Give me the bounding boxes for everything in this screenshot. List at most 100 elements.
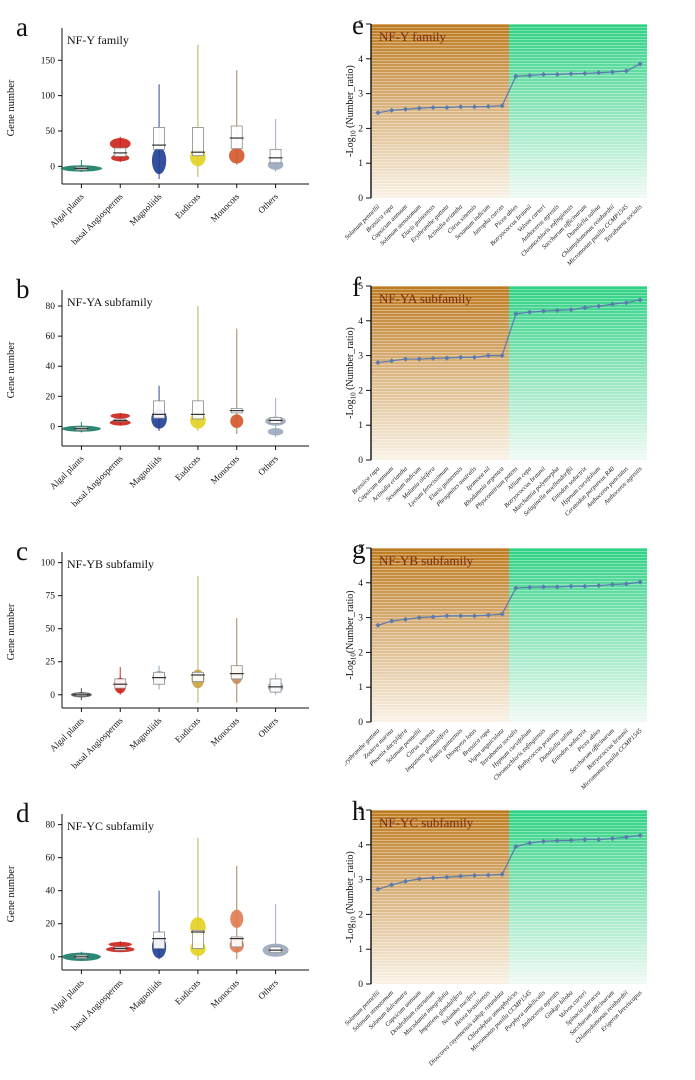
category-label: Magnoliids <box>127 453 163 489</box>
y-axis-label: -Log10 (Number_ratio) <box>345 65 358 157</box>
y-tick-label: 4 <box>358 841 363 851</box>
y-tick-label: 50 <box>46 625 56 635</box>
panel-letter-h: h <box>352 796 366 826</box>
violin-chart-nf-ya-subfamily: 0 20 40 60 80 Gene number NF-YA subfamily Algal… <box>6 290 309 509</box>
line-plot: 0 1 2 3 4 5 -Log10 (Number_ratio) NF-YA subfami… <box>345 282 647 518</box>
data-point <box>540 71 547 78</box>
y-tick-label: 5 <box>358 20 363 30</box>
data-point <box>540 838 547 844</box>
data-point <box>416 105 422 111</box>
data-point <box>458 354 464 360</box>
category-label: Monocots <box>209 715 242 748</box>
y-tick-label: 40 <box>46 887 56 897</box>
panel-title: NF-Y family <box>67 33 129 47</box>
violin <box>262 903 289 974</box>
category-label: Monocots <box>209 453 242 486</box>
line-chart-nf-yb-subfamily: 0 1 2 3 4 5 -Log10(Number_ratio) NF-YB subfamil… <box>345 544 647 792</box>
y-axis-label: Gene number <box>6 79 17 136</box>
y-tick-label: 0 <box>358 718 363 728</box>
violin <box>229 618 244 712</box>
category-label: Algal plants <box>48 453 86 491</box>
violin-chart-nf-yc-subfamily: 0 20 40 60 80 Gene number NF-YC subfamily Algal… <box>6 814 309 1033</box>
category-label: Algal plants <box>48 715 86 753</box>
violin <box>265 397 286 450</box>
violin-plot: 0 50 100 150 Gene number NF-Y family Algal pla… <box>6 28 309 247</box>
y-tick-label: 40 <box>46 362 56 372</box>
violin <box>190 44 206 188</box>
data-point <box>527 840 533 846</box>
panel-title: NF-YB subfamily <box>379 553 474 568</box>
y-tick-label: 75 <box>46 592 56 602</box>
y-tick-label: 100 <box>41 559 56 569</box>
data-point <box>444 355 450 361</box>
y-tick-label: 3 <box>358 614 363 624</box>
panel-h: h 0 1 2 3 4 5 -Log10 (Number_ratio) NF-YC subfa… <box>345 798 695 1080</box>
violin <box>61 951 101 974</box>
category-label: Eudicots <box>173 191 203 221</box>
line-chart-nf-yc-subfamily: 0 1 2 3 4 5 -Log10 (Number_ratio) NF-YC subfami… <box>345 806 647 1068</box>
data-point <box>444 874 450 880</box>
y-tick-label: 20 <box>46 392 56 402</box>
y-axis-label: Gene number <box>6 865 17 922</box>
panel-title: NF-YC subfamily <box>379 815 474 830</box>
panel-title: NF-Y family <box>379 29 447 44</box>
y-tick-label: 1 <box>358 421 363 431</box>
violin <box>113 667 128 712</box>
violin-chart-nf-yb-subfamily: 0 25 50 75 100 Gene number NF-YB subfamily Alga… <box>6 552 309 771</box>
violin <box>190 837 206 974</box>
panel-f: f 0 1 2 3 4 5 -Log10 (Number_ratio) NF-YA subfa… <box>345 274 695 536</box>
panel-letter-f: f <box>352 272 361 302</box>
violin <box>109 136 131 188</box>
panel-title: NF-YB subfamily <box>67 557 154 571</box>
data-point <box>402 356 409 362</box>
category-label: Eudicots <box>173 715 203 745</box>
y-tick-label: 1 <box>358 159 363 169</box>
violin <box>229 328 244 450</box>
panel-letter-d: d <box>16 798 30 828</box>
panel-e: e 0 1 2 3 4 5 -Log10 (Number_ratio) NF-Y family… <box>345 12 695 274</box>
y-tick-label: 2 <box>358 648 363 658</box>
line-chart-nf-ya-subfamily: 0 1 2 3 4 5 -Log10 (Number_ratio) NF-YA subfami… <box>345 282 647 518</box>
y-tick-label: 0 <box>50 162 55 172</box>
violin <box>105 941 135 974</box>
y-tick-label: 4 <box>358 579 363 589</box>
line-plot: 0 1 2 3 4 5 -Log10(Number_ratio) NF-YB subfamil… <box>345 544 647 792</box>
y-tick-label: 4 <box>358 55 363 65</box>
category-label: Others <box>256 191 280 215</box>
category-label: Others <box>256 453 280 477</box>
y-axis-label: Gene number <box>6 341 17 398</box>
panel-b: b 0 20 40 60 80 Gene number NF-YA subfamily Alg… <box>0 274 345 536</box>
category-label: Others <box>256 715 280 739</box>
y-tick-label: 0 <box>358 980 363 990</box>
violin <box>151 385 167 450</box>
violin <box>109 412 131 450</box>
y-tick-label: 60 <box>46 332 56 342</box>
category-label: Monocots <box>209 977 242 1010</box>
category-label: Eudicots <box>173 453 203 483</box>
category-label: Others <box>256 977 280 1001</box>
data-point <box>499 611 505 617</box>
y-tick-label: 0 <box>50 691 55 701</box>
y-tick-label: 3 <box>358 90 363 100</box>
category-label: Magnoliids <box>127 977 163 1013</box>
category-label: Eudicots <box>173 977 203 1007</box>
y-tick-label: 25 <box>46 658 56 668</box>
category-label: Algal plants <box>48 191 86 229</box>
y-axis-label: Gene number <box>6 603 17 660</box>
panel-letter-c: c <box>16 536 28 566</box>
y-tick-label: 2 <box>358 386 363 396</box>
violin <box>190 306 206 450</box>
y-tick-label: 100 <box>41 92 56 102</box>
data-point <box>582 305 588 311</box>
y-tick-label: 60 <box>46 854 56 864</box>
y-tick-label: 150 <box>41 56 56 66</box>
panel-a: a 0 50 100 150 Gene number NF-Y family Algal p… <box>0 12 345 274</box>
y-tick-label: 1 <box>358 683 363 693</box>
violin <box>152 665 167 712</box>
data-point <box>485 612 491 618</box>
violin <box>228 70 245 188</box>
panel-letter-e: e <box>352 10 364 40</box>
data-point <box>458 104 464 110</box>
violin-chart-nf-y-family: 0 50 100 150 Gene number NF-Y family Algal pla… <box>6 28 309 247</box>
